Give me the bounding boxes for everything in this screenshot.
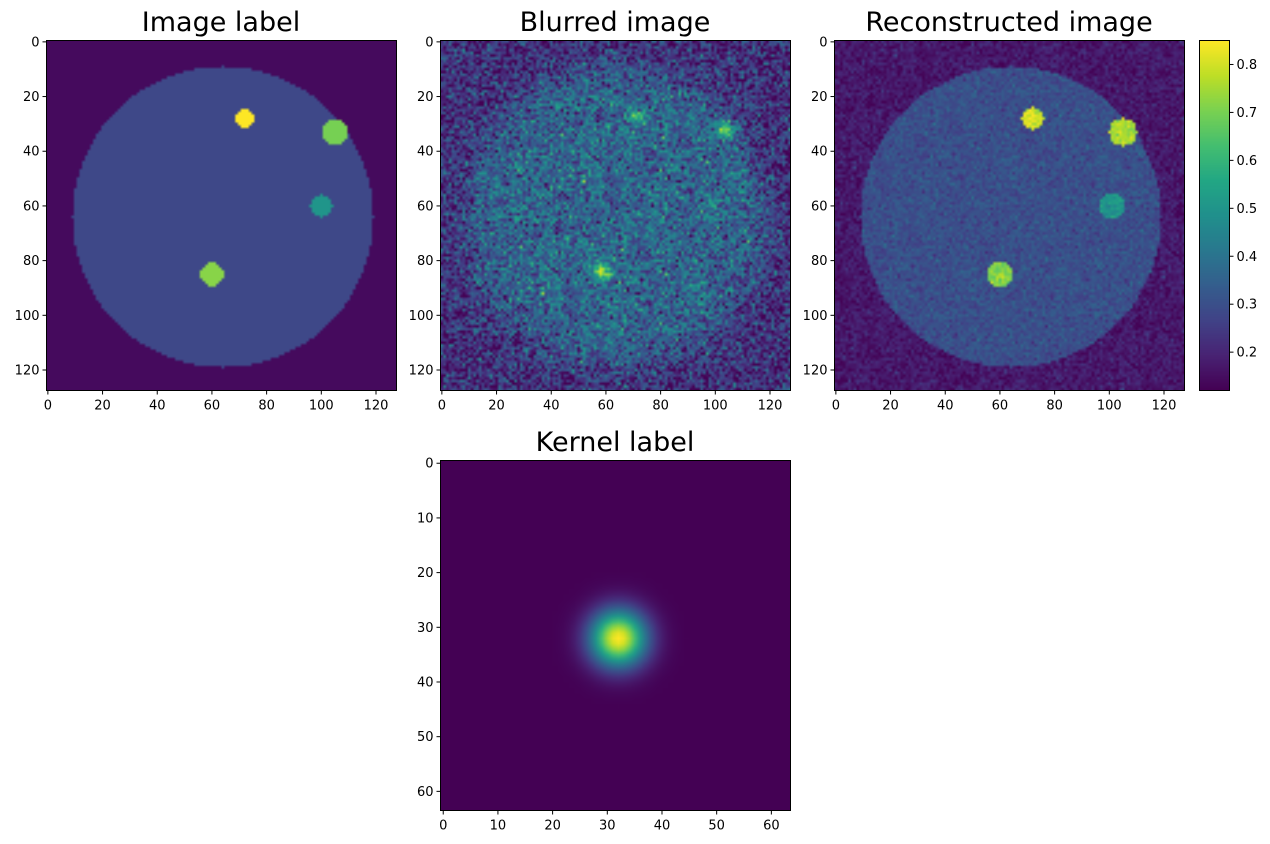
colorbar-frame xyxy=(1199,40,1230,391)
y-tick-label: 80 xyxy=(811,254,828,269)
y-tick-label: 100 xyxy=(15,309,40,324)
x-tick-label: 0 xyxy=(832,399,840,414)
y-tick-label: 0 xyxy=(425,35,433,50)
y-tick-label: 50 xyxy=(417,730,434,745)
y-tick-label: 120 xyxy=(15,363,40,378)
axes-frame xyxy=(440,40,791,391)
x-tick-label: 40 xyxy=(654,819,671,834)
colorbar-tick-label: 0.3 xyxy=(1237,298,1258,313)
heatmap-image-label xyxy=(46,40,397,391)
x-tick-label: 50 xyxy=(708,819,725,834)
panel-title: Image label xyxy=(142,7,300,38)
y-tick-label: 40 xyxy=(417,145,434,160)
heatmap-kernel-label xyxy=(440,460,791,811)
y-tick-label: 60 xyxy=(417,199,434,214)
x-tick-label: 40 xyxy=(937,399,954,414)
y-tick-label: 100 xyxy=(409,309,434,324)
colorbar-tick-label: 0.2 xyxy=(1237,346,1258,361)
x-tick-label: 80 xyxy=(258,399,275,414)
y-tick-label: 40 xyxy=(417,675,434,690)
y-tick-label: 100 xyxy=(803,309,828,324)
y-tick-label: 80 xyxy=(23,254,40,269)
colorbar-gradient xyxy=(1199,40,1230,391)
x-tick-label: 120 xyxy=(1152,399,1177,414)
y-tick-label: 60 xyxy=(23,199,40,214)
panel-kernel-label: Kernel label 0 0 10 10 20 20 30 30 40 40 50 50 60 60 xyxy=(417,427,791,834)
x-tick-label: 120 xyxy=(758,399,783,414)
x-tick-label: 80 xyxy=(1046,399,1063,414)
panel-blurred-image: Blurred image 0 0 20 20 40 40 60 60 80 80 100 100 12… xyxy=(409,7,791,414)
y-tick-label: 60 xyxy=(811,199,828,214)
x-tick-label: 20 xyxy=(488,399,505,414)
axes-frame xyxy=(834,40,1185,391)
y-tick-label: 40 xyxy=(23,145,40,160)
x-tick-label: 20 xyxy=(94,399,111,414)
y-tick-label: 60 xyxy=(417,785,434,800)
x-tick-label: 100 xyxy=(703,399,728,414)
y-tick-label: 10 xyxy=(417,511,434,526)
panel-image-label: Image label 0 0 20 20 40 40 60 60 80 80 100 100 120 1… xyxy=(15,7,397,414)
panel-reconstructed-image: Reconstructed image 0 0 20 20 40 40 60 60 80 80 10… xyxy=(803,7,1185,414)
x-tick-label: 120 xyxy=(364,399,389,414)
x-tick-label: 40 xyxy=(149,399,166,414)
axis-ticks: 0 0 20 20 40 40 60 60 80 80 100 100 120 120 xyxy=(803,35,1177,413)
x-tick-label: 60 xyxy=(204,399,221,414)
panel-title: Kernel label xyxy=(536,427,695,458)
y-tick-label: 120 xyxy=(409,363,434,378)
x-tick-label: 60 xyxy=(598,399,615,414)
colorbar-ticks: 0.2 0.3 0.4 0.5 0.6 0.7 0.8 xyxy=(1229,58,1258,361)
y-tick-label: 0 xyxy=(31,35,39,50)
x-tick-label: 20 xyxy=(882,399,899,414)
panel-title: Reconstructed image xyxy=(865,7,1152,38)
colorbar: 0.2 0.3 0.4 0.5 0.6 0.7 0.8 xyxy=(1199,40,1258,391)
y-tick-label: 0 xyxy=(425,457,433,472)
axis-ticks: 0 0 20 20 40 40 60 60 80 80 100 100 120 120 xyxy=(15,35,389,413)
y-tick-label: 120 xyxy=(803,363,828,378)
colorbar-tick-label: 0.8 xyxy=(1237,58,1258,73)
x-tick-label: 20 xyxy=(544,819,561,834)
y-tick-label: 0 xyxy=(819,35,827,50)
x-tick-label: 0 xyxy=(44,399,52,414)
x-tick-label: 0 xyxy=(438,399,446,414)
x-tick-label: 60 xyxy=(763,819,780,834)
colorbar-tick-label: 0.7 xyxy=(1237,106,1258,121)
y-tick-label: 30 xyxy=(417,621,434,636)
panel-title: Blurred image xyxy=(520,7,711,38)
x-tick-label: 60 xyxy=(992,399,1009,414)
heatmap-blurred-image xyxy=(440,40,791,391)
colorbar-tick-label: 0.4 xyxy=(1237,250,1258,265)
y-tick-label: 20 xyxy=(811,90,828,105)
y-tick-label: 80 xyxy=(417,254,434,269)
axis-ticks: 0 0 10 10 20 20 30 30 40 40 50 50 60 60 xyxy=(417,457,780,834)
y-tick-label: 40 xyxy=(811,145,828,160)
x-tick-label: 100 xyxy=(1097,399,1122,414)
x-tick-label: 80 xyxy=(652,399,669,414)
axes-frame xyxy=(440,460,791,811)
colorbar-tick-label: 0.5 xyxy=(1237,202,1258,217)
x-tick-label: 30 xyxy=(599,819,616,834)
y-tick-label: 20 xyxy=(417,90,434,105)
y-tick-label: 20 xyxy=(417,566,434,581)
colorbar-tick-label: 0.6 xyxy=(1237,154,1258,169)
x-tick-label: 40 xyxy=(543,399,560,414)
axes-frame xyxy=(46,40,397,391)
axis-ticks: 0 0 20 20 40 40 60 60 80 80 100 100 120 120 xyxy=(409,35,783,413)
y-tick-label: 20 xyxy=(23,90,40,105)
heatmap-reconstructed-image xyxy=(834,40,1185,391)
x-tick-label: 100 xyxy=(309,399,334,414)
x-tick-label: 10 xyxy=(490,819,507,834)
x-tick-label: 0 xyxy=(439,819,447,834)
